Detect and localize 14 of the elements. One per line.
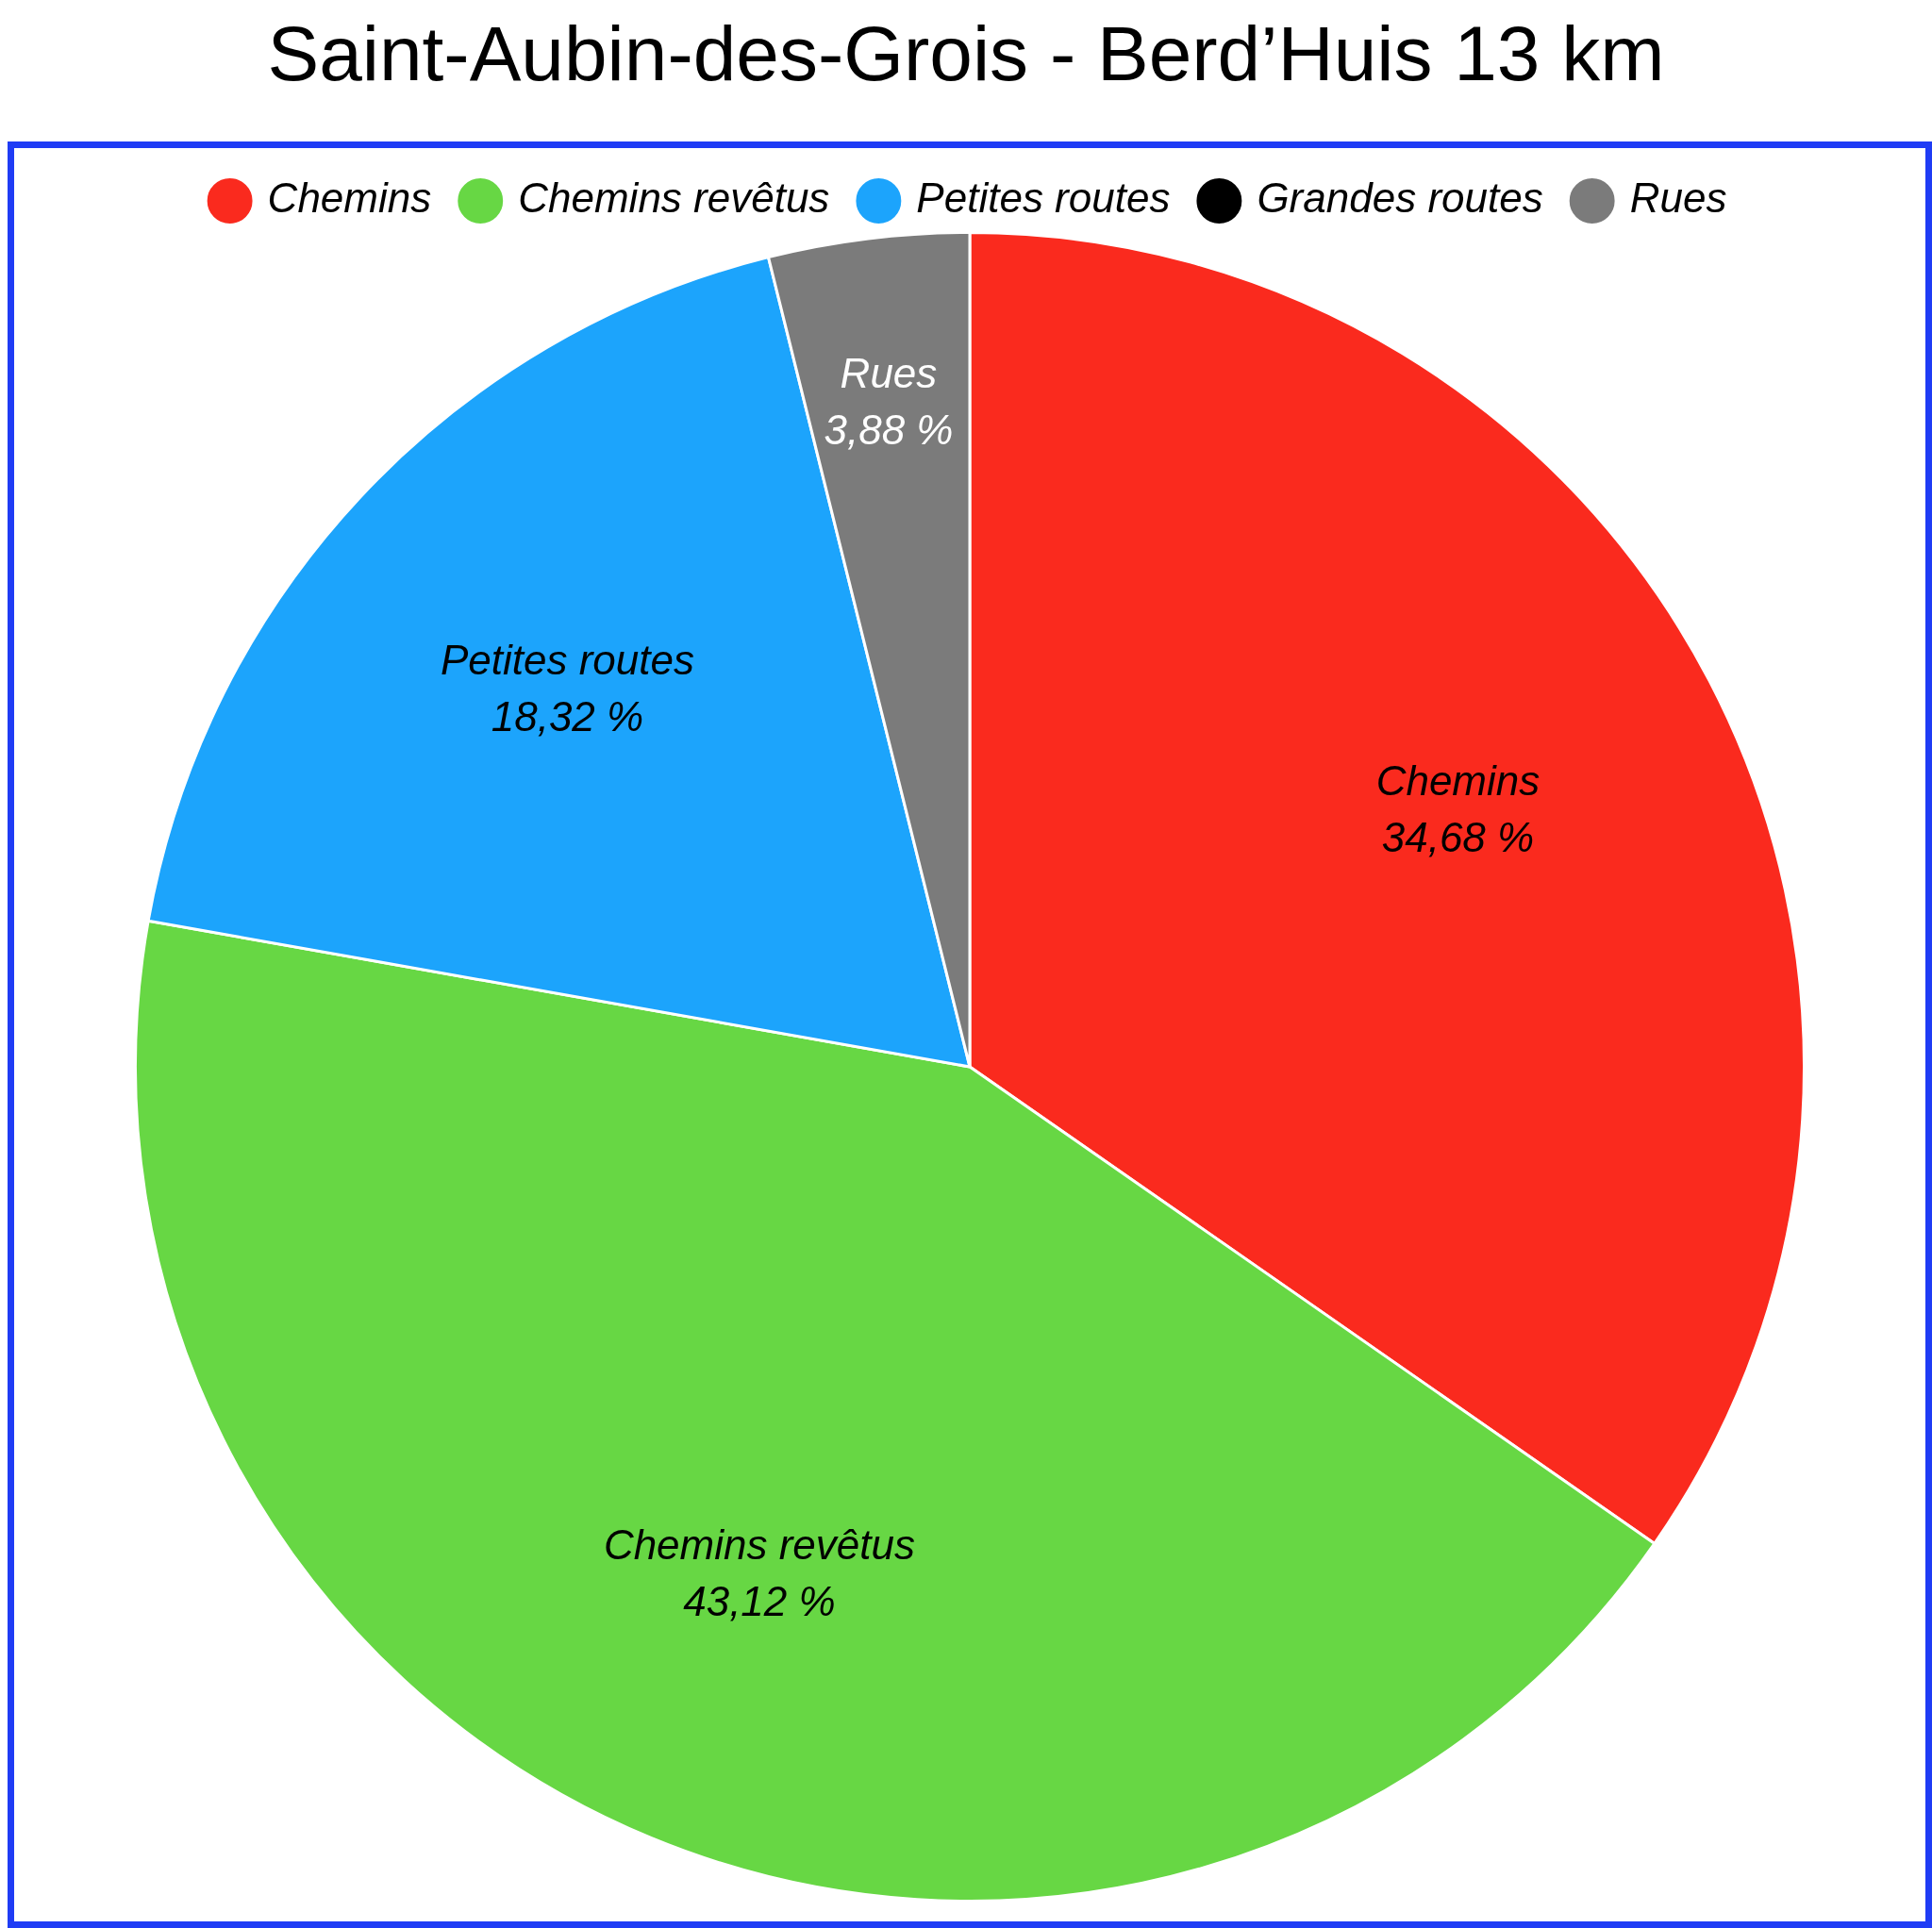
legend-label: Rues	[1629, 175, 1727, 222]
data-label: 18,32 %	[491, 692, 644, 740]
legend-label: Grandes routes	[1257, 175, 1543, 222]
data-label: 34,68 %	[1381, 813, 1535, 860]
slice-label: Petites routes	[440, 636, 694, 683]
chart-title: Saint-Aubin-des-Grois - Berd’Huis 13 km	[266, 9, 1666, 98]
data-label: 3,88 %	[824, 406, 954, 453]
slice-label: Rues	[840, 349, 938, 396]
data-label: 43,12 %	[683, 1577, 836, 1624]
slice-label: Chemins	[1375, 756, 1541, 804]
slice-label: Chemins revêtus	[603, 1521, 916, 1568]
legend-label: Chemins revêtus	[518, 175, 830, 222]
legend-label: Chemins	[267, 175, 432, 222]
legend-label: Petites routes	[916, 175, 1171, 222]
